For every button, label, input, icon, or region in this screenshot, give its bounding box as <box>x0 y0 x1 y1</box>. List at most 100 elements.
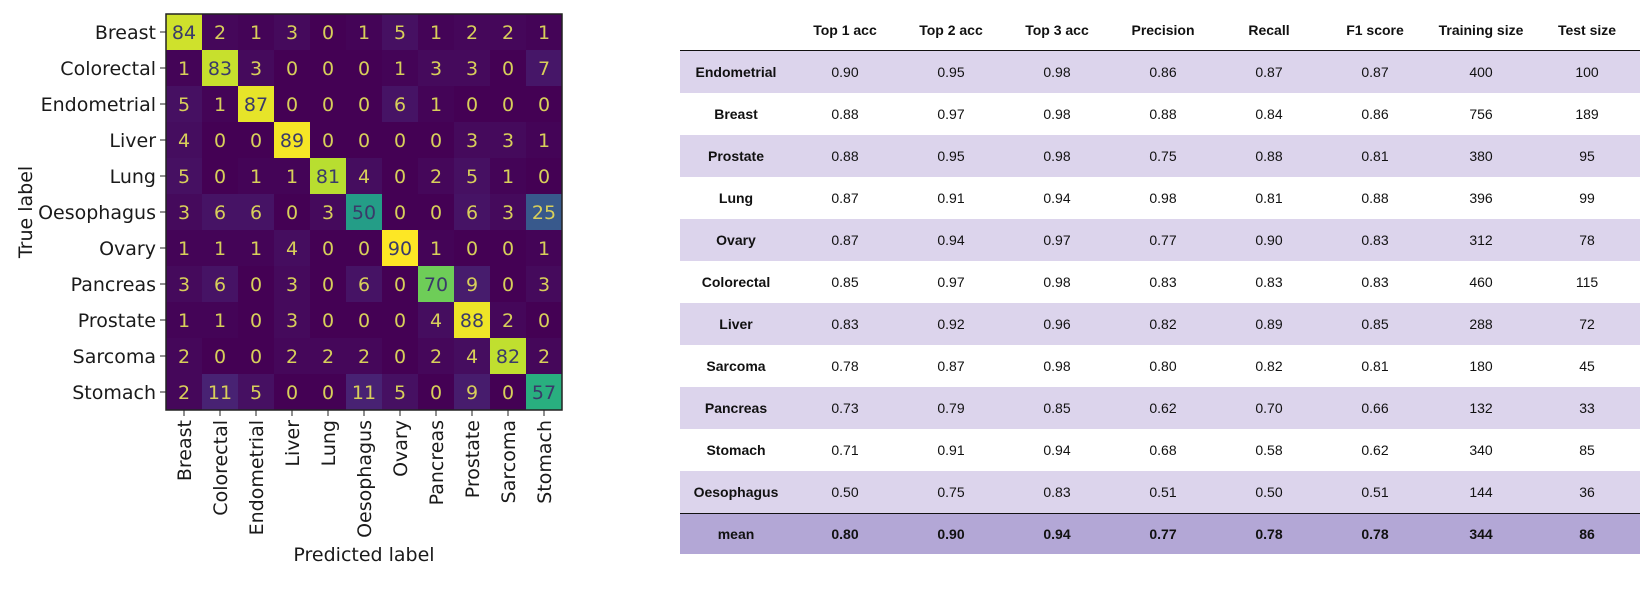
table-cell: 0.97 <box>898 261 1004 303</box>
matrix-cell <box>238 158 274 194</box>
table-cell: 180 <box>1428 345 1534 387</box>
x-tick-label: Lung <box>318 420 340 466</box>
cell-value-label: 3 <box>466 130 478 152</box>
table-cell: 0.83 <box>1322 261 1428 303</box>
cell-value-label: 0 <box>394 346 406 368</box>
x-tick-label: Breast <box>174 420 196 481</box>
cell-value-label: 57 <box>532 382 556 404</box>
table-cell: 0.97 <box>898 93 1004 135</box>
row-label: Endometrial <box>680 50 792 93</box>
row-label: Stomach <box>680 429 792 471</box>
matrix-cell <box>274 266 310 302</box>
mean-cell: 86 <box>1534 513 1640 554</box>
cell-value-label: 90 <box>388 238 412 260</box>
table-cell: 0.91 <box>898 177 1004 219</box>
matrix-cell <box>274 194 310 230</box>
cell-value-label: 1 <box>214 94 226 116</box>
cell-value-label: 0 <box>286 202 298 224</box>
matrix-cell <box>274 158 310 194</box>
cell-value-label: 1 <box>430 238 442 260</box>
matrix-cell <box>490 158 526 194</box>
cell-value-label: 6 <box>394 94 406 116</box>
table-cell: 0.98 <box>1004 50 1110 93</box>
table-cell: 0.83 <box>792 303 898 345</box>
cell-value-label: 0 <box>286 94 298 116</box>
table-cell: 0.88 <box>792 93 898 135</box>
matrix-cell <box>310 266 346 302</box>
table-row: Stomach 0.71 0.91 0.94 0.68 0.58 0.62 340 85 <box>680 429 1640 471</box>
table-row: Prostate 0.88 0.95 0.98 0.75 0.88 0.81 380 95 <box>680 135 1640 177</box>
cell-value-label: 0 <box>250 274 262 296</box>
matrix-cell <box>382 122 418 158</box>
table-row: Oesophagus 0.50 0.75 0.83 0.51 0.50 0.51 144 36 <box>680 471 1640 514</box>
matrix-cell <box>202 14 238 50</box>
mean-cell: 0.90 <box>898 513 1004 554</box>
table-cell: 0.83 <box>1004 471 1110 514</box>
matrix-cell <box>202 194 238 230</box>
cell-value-label: 0 <box>322 94 334 116</box>
cell-value-label: 6 <box>250 202 262 224</box>
table-cell: 0.86 <box>1110 50 1216 93</box>
cell-value-label: 3 <box>250 58 262 80</box>
matrix-cell <box>454 14 490 50</box>
row-label: Sarcoma <box>680 345 792 387</box>
cell-value-label: 1 <box>178 58 190 80</box>
matrix-cell <box>382 194 418 230</box>
matrix-cell <box>238 194 274 230</box>
table-row: Liver 0.83 0.92 0.96 0.82 0.89 0.85 288 72 <box>680 303 1640 345</box>
matrix-cell <box>310 158 346 194</box>
matrix-cell <box>166 86 202 122</box>
matrix-cell <box>490 374 526 410</box>
matrix-cell <box>490 122 526 158</box>
cell-value-label: 0 <box>466 238 478 260</box>
table-cell: 0.85 <box>792 261 898 303</box>
table-cell: 85 <box>1534 429 1640 471</box>
cell-value-label: 0 <box>430 202 442 224</box>
mean-cell: 0.94 <box>1004 513 1110 554</box>
table-cell: 340 <box>1428 429 1534 471</box>
matrix-cell <box>346 122 382 158</box>
metrics-table-container: Top 1 acc Top 2 acc Top 3 acc Precision Reca… <box>680 10 1640 554</box>
table-cell: 0.85 <box>1004 387 1110 429</box>
cell-value-label: 1 <box>538 130 550 152</box>
matrix-cell <box>526 158 562 194</box>
matrix-cell <box>382 374 418 410</box>
mean-cell: 344 <box>1428 513 1534 554</box>
cell-value-label: 3 <box>322 202 334 224</box>
table-cell: 288 <box>1428 303 1534 345</box>
matrix-cell <box>346 230 382 266</box>
matrix-cell <box>490 194 526 230</box>
matrix-cell <box>274 338 310 374</box>
y-axis-title: True label <box>15 166 37 259</box>
matrix-cell <box>454 230 490 266</box>
matrix-cell <box>454 266 490 302</box>
table-cell: 0.82 <box>1110 303 1216 345</box>
matrix-cell <box>418 338 454 374</box>
matrix-cell <box>454 194 490 230</box>
cell-value-label: 1 <box>502 166 514 188</box>
y-tick-label: Stomach <box>72 382 156 404</box>
matrix-cell <box>454 158 490 194</box>
matrix-cell <box>382 50 418 86</box>
matrix-cell <box>418 230 454 266</box>
cell-value-label: 87 <box>244 94 268 116</box>
matrix-cell <box>274 86 310 122</box>
matrix-cell <box>526 86 562 122</box>
cell-value-label: 5 <box>394 22 406 44</box>
cell-value-label: 1 <box>214 238 226 260</box>
cell-value-label: 0 <box>214 166 226 188</box>
table-cell: 0.70 <box>1216 387 1322 429</box>
cell-value-label: 1 <box>250 166 262 188</box>
cell-value-label: 3 <box>466 58 478 80</box>
mean-cell: 0.78 <box>1322 513 1428 554</box>
matrix-cell <box>526 122 562 158</box>
table-cell: 0.98 <box>1110 177 1216 219</box>
x-tick-label: Prostate <box>462 420 484 498</box>
matrix-cell <box>382 302 418 338</box>
y-tick-label: Sarcoma <box>73 346 156 368</box>
matrix-cell <box>418 122 454 158</box>
column-header: Top 3 acc <box>1004 10 1110 51</box>
row-label: Lung <box>680 177 792 219</box>
cell-value-label: 0 <box>430 382 442 404</box>
cell-value-label: 0 <box>322 274 334 296</box>
